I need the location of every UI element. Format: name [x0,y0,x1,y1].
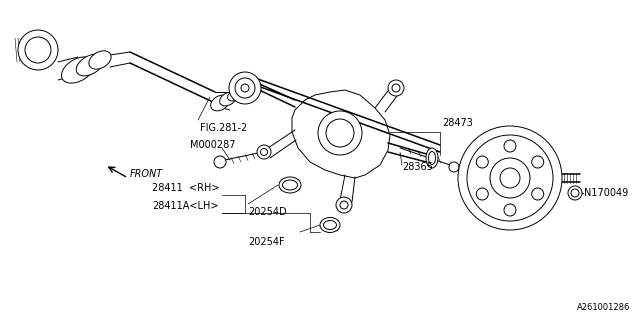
Circle shape [568,186,582,200]
Polygon shape [292,90,390,178]
Text: FRONT: FRONT [130,169,163,179]
Ellipse shape [429,151,435,164]
Circle shape [504,204,516,216]
Circle shape [260,148,268,156]
Circle shape [458,126,562,230]
Circle shape [504,140,516,152]
Text: 20254D: 20254D [248,207,287,217]
Ellipse shape [426,148,438,168]
Ellipse shape [279,177,301,193]
Circle shape [235,78,255,98]
Circle shape [490,158,530,198]
Circle shape [388,80,404,96]
Ellipse shape [76,54,104,76]
Text: FIG.281-2: FIG.281-2 [200,123,247,133]
Circle shape [23,54,28,58]
Circle shape [18,30,58,70]
Circle shape [336,197,352,213]
Circle shape [392,84,400,92]
Circle shape [52,52,56,55]
Text: 28473: 28473 [442,118,473,128]
Ellipse shape [282,180,298,190]
Circle shape [340,201,348,209]
Ellipse shape [211,95,229,111]
Text: 28365: 28365 [402,162,433,172]
Circle shape [500,168,520,188]
Ellipse shape [323,220,337,229]
Ellipse shape [320,218,340,233]
Circle shape [25,37,51,63]
Circle shape [214,156,226,168]
Circle shape [257,145,271,159]
Ellipse shape [89,51,111,69]
Circle shape [318,111,362,155]
Circle shape [36,57,40,61]
Ellipse shape [220,92,236,106]
Circle shape [532,188,544,200]
Circle shape [326,119,354,147]
Text: 28411A<LH>: 28411A<LH> [152,201,218,211]
Text: 20254F: 20254F [248,237,285,247]
Circle shape [476,188,488,200]
Circle shape [229,72,261,104]
Circle shape [49,54,52,58]
Text: M000287: M000287 [190,140,236,150]
Circle shape [29,56,33,60]
Circle shape [241,84,249,92]
Circle shape [476,156,488,168]
Circle shape [532,156,544,168]
Circle shape [54,48,58,52]
Ellipse shape [228,89,243,101]
Text: 28411  <RH>: 28411 <RH> [152,183,220,193]
Circle shape [449,162,459,172]
Ellipse shape [61,57,95,83]
Circle shape [571,189,579,197]
Circle shape [43,56,47,60]
Circle shape [467,135,553,221]
Circle shape [19,52,24,55]
Text: N170049: N170049 [584,188,628,198]
Text: A261001286: A261001286 [577,303,630,312]
